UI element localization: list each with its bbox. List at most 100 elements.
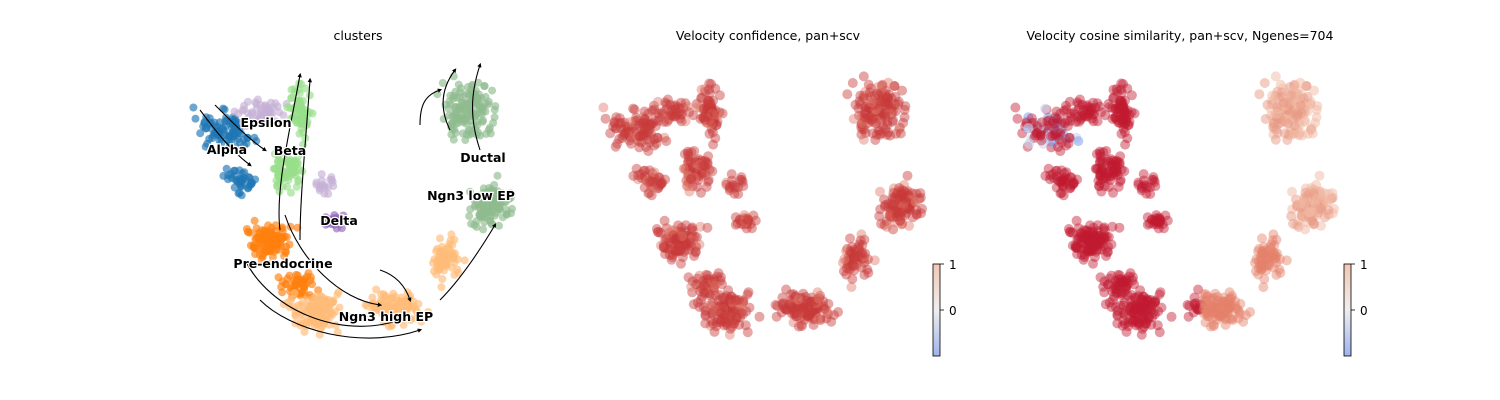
cell-point (1166, 311, 1177, 322)
cell-point (248, 179, 257, 187)
cluster-label-epsilon: Epsilon (241, 115, 292, 130)
cell-point (736, 175, 747, 185)
panel-title: Velocity cosine similarity, pan+scv, Nge… (1027, 28, 1334, 43)
cell-point (698, 302, 709, 312)
cell-point (651, 224, 662, 234)
cell-point (1295, 77, 1306, 88)
cell-point (191, 114, 200, 123)
cell-point (312, 180, 321, 189)
cell-point (243, 133, 252, 142)
cell-point (486, 216, 495, 225)
cell-point (1270, 134, 1281, 145)
cell-point (845, 233, 855, 244)
colorbar-tick-label: 0 (1360, 304, 1368, 318)
cell-point (598, 102, 609, 113)
cell-point (300, 275, 309, 283)
cell-point (377, 290, 386, 299)
cell-point (866, 97, 877, 108)
cell-point (275, 187, 284, 196)
cell-point (454, 268, 463, 277)
cell-point (1201, 308, 1212, 319)
cell-point (703, 151, 714, 162)
cell-point (468, 121, 477, 130)
cell-point (384, 295, 393, 304)
cell-point (1040, 103, 1051, 114)
cell-point (457, 98, 466, 107)
cell-point (700, 318, 711, 329)
cell-point (1098, 281, 1109, 292)
cell-point (488, 86, 497, 95)
cell-point (295, 89, 304, 98)
cell-point (638, 166, 649, 176)
cell-point (1267, 235, 1278, 246)
cell-point (290, 289, 299, 298)
cell-point (1155, 215, 1166, 226)
cell-point (813, 293, 824, 304)
cell-point (742, 327, 753, 338)
cell-point (432, 270, 441, 279)
scatter-points (598, 71, 927, 340)
cell-point (240, 105, 249, 114)
cell-point (479, 116, 487, 125)
cell-point (203, 139, 212, 148)
cell-point (307, 316, 316, 325)
cell-point (438, 79, 447, 87)
cell-point (1138, 169, 1149, 180)
cell-point (1307, 128, 1318, 139)
cell-point (327, 176, 336, 184)
cell-point (402, 308, 411, 317)
cell-point (261, 112, 270, 121)
cell-point (282, 233, 291, 241)
cell-point (789, 308, 800, 319)
cell-point (315, 295, 324, 304)
cell-point (268, 232, 277, 241)
cell-point (1205, 294, 1216, 305)
cell-point (726, 169, 737, 180)
cell-point (709, 108, 720, 119)
cell-point (341, 216, 350, 225)
cell-point (709, 281, 720, 292)
cell-point (372, 285, 381, 294)
cell-point (612, 138, 623, 149)
cell-point (1050, 166, 1061, 176)
scatter-points (1010, 71, 1339, 340)
cell-point (298, 167, 307, 176)
cell-point (1082, 111, 1093, 122)
cell-point (1120, 306, 1131, 317)
cell-point (320, 189, 329, 198)
cell-point (315, 330, 324, 339)
colorbar-tick-label: 1 (1360, 258, 1368, 272)
cell-point (647, 177, 658, 187)
cell-point (222, 164, 231, 173)
colorbar: 1 0 (1343, 258, 1368, 357)
cell-point (895, 128, 906, 139)
cell-point (363, 302, 372, 310)
cell-point (870, 118, 881, 129)
cell-point (733, 295, 744, 305)
cell-point (261, 235, 270, 244)
cell-point (240, 168, 249, 177)
cell-point (875, 186, 885, 197)
cell-point (460, 256, 469, 265)
cell-point (1024, 138, 1035, 149)
cell-point (743, 215, 754, 226)
cell-point (1287, 186, 1297, 197)
cell-point (1205, 321, 1216, 332)
cell-point (1225, 313, 1236, 324)
cell-point (227, 124, 236, 133)
colorbar: 1 0 (932, 258, 957, 357)
cell-point (863, 267, 874, 278)
cell-point (1148, 175, 1159, 185)
cell-point (305, 91, 314, 100)
cell-point (708, 306, 719, 317)
cell-point (710, 133, 721, 144)
cluster-label-pre-endocrine: Pre-endocrine (233, 256, 332, 271)
cell-point (424, 308, 433, 316)
cell-point (652, 132, 663, 143)
cell-point (826, 316, 837, 327)
cell-point (887, 199, 898, 210)
cell-point (300, 109, 309, 118)
cell-point (289, 303, 298, 311)
cell-point (1278, 97, 1289, 108)
cell-point (848, 114, 859, 124)
